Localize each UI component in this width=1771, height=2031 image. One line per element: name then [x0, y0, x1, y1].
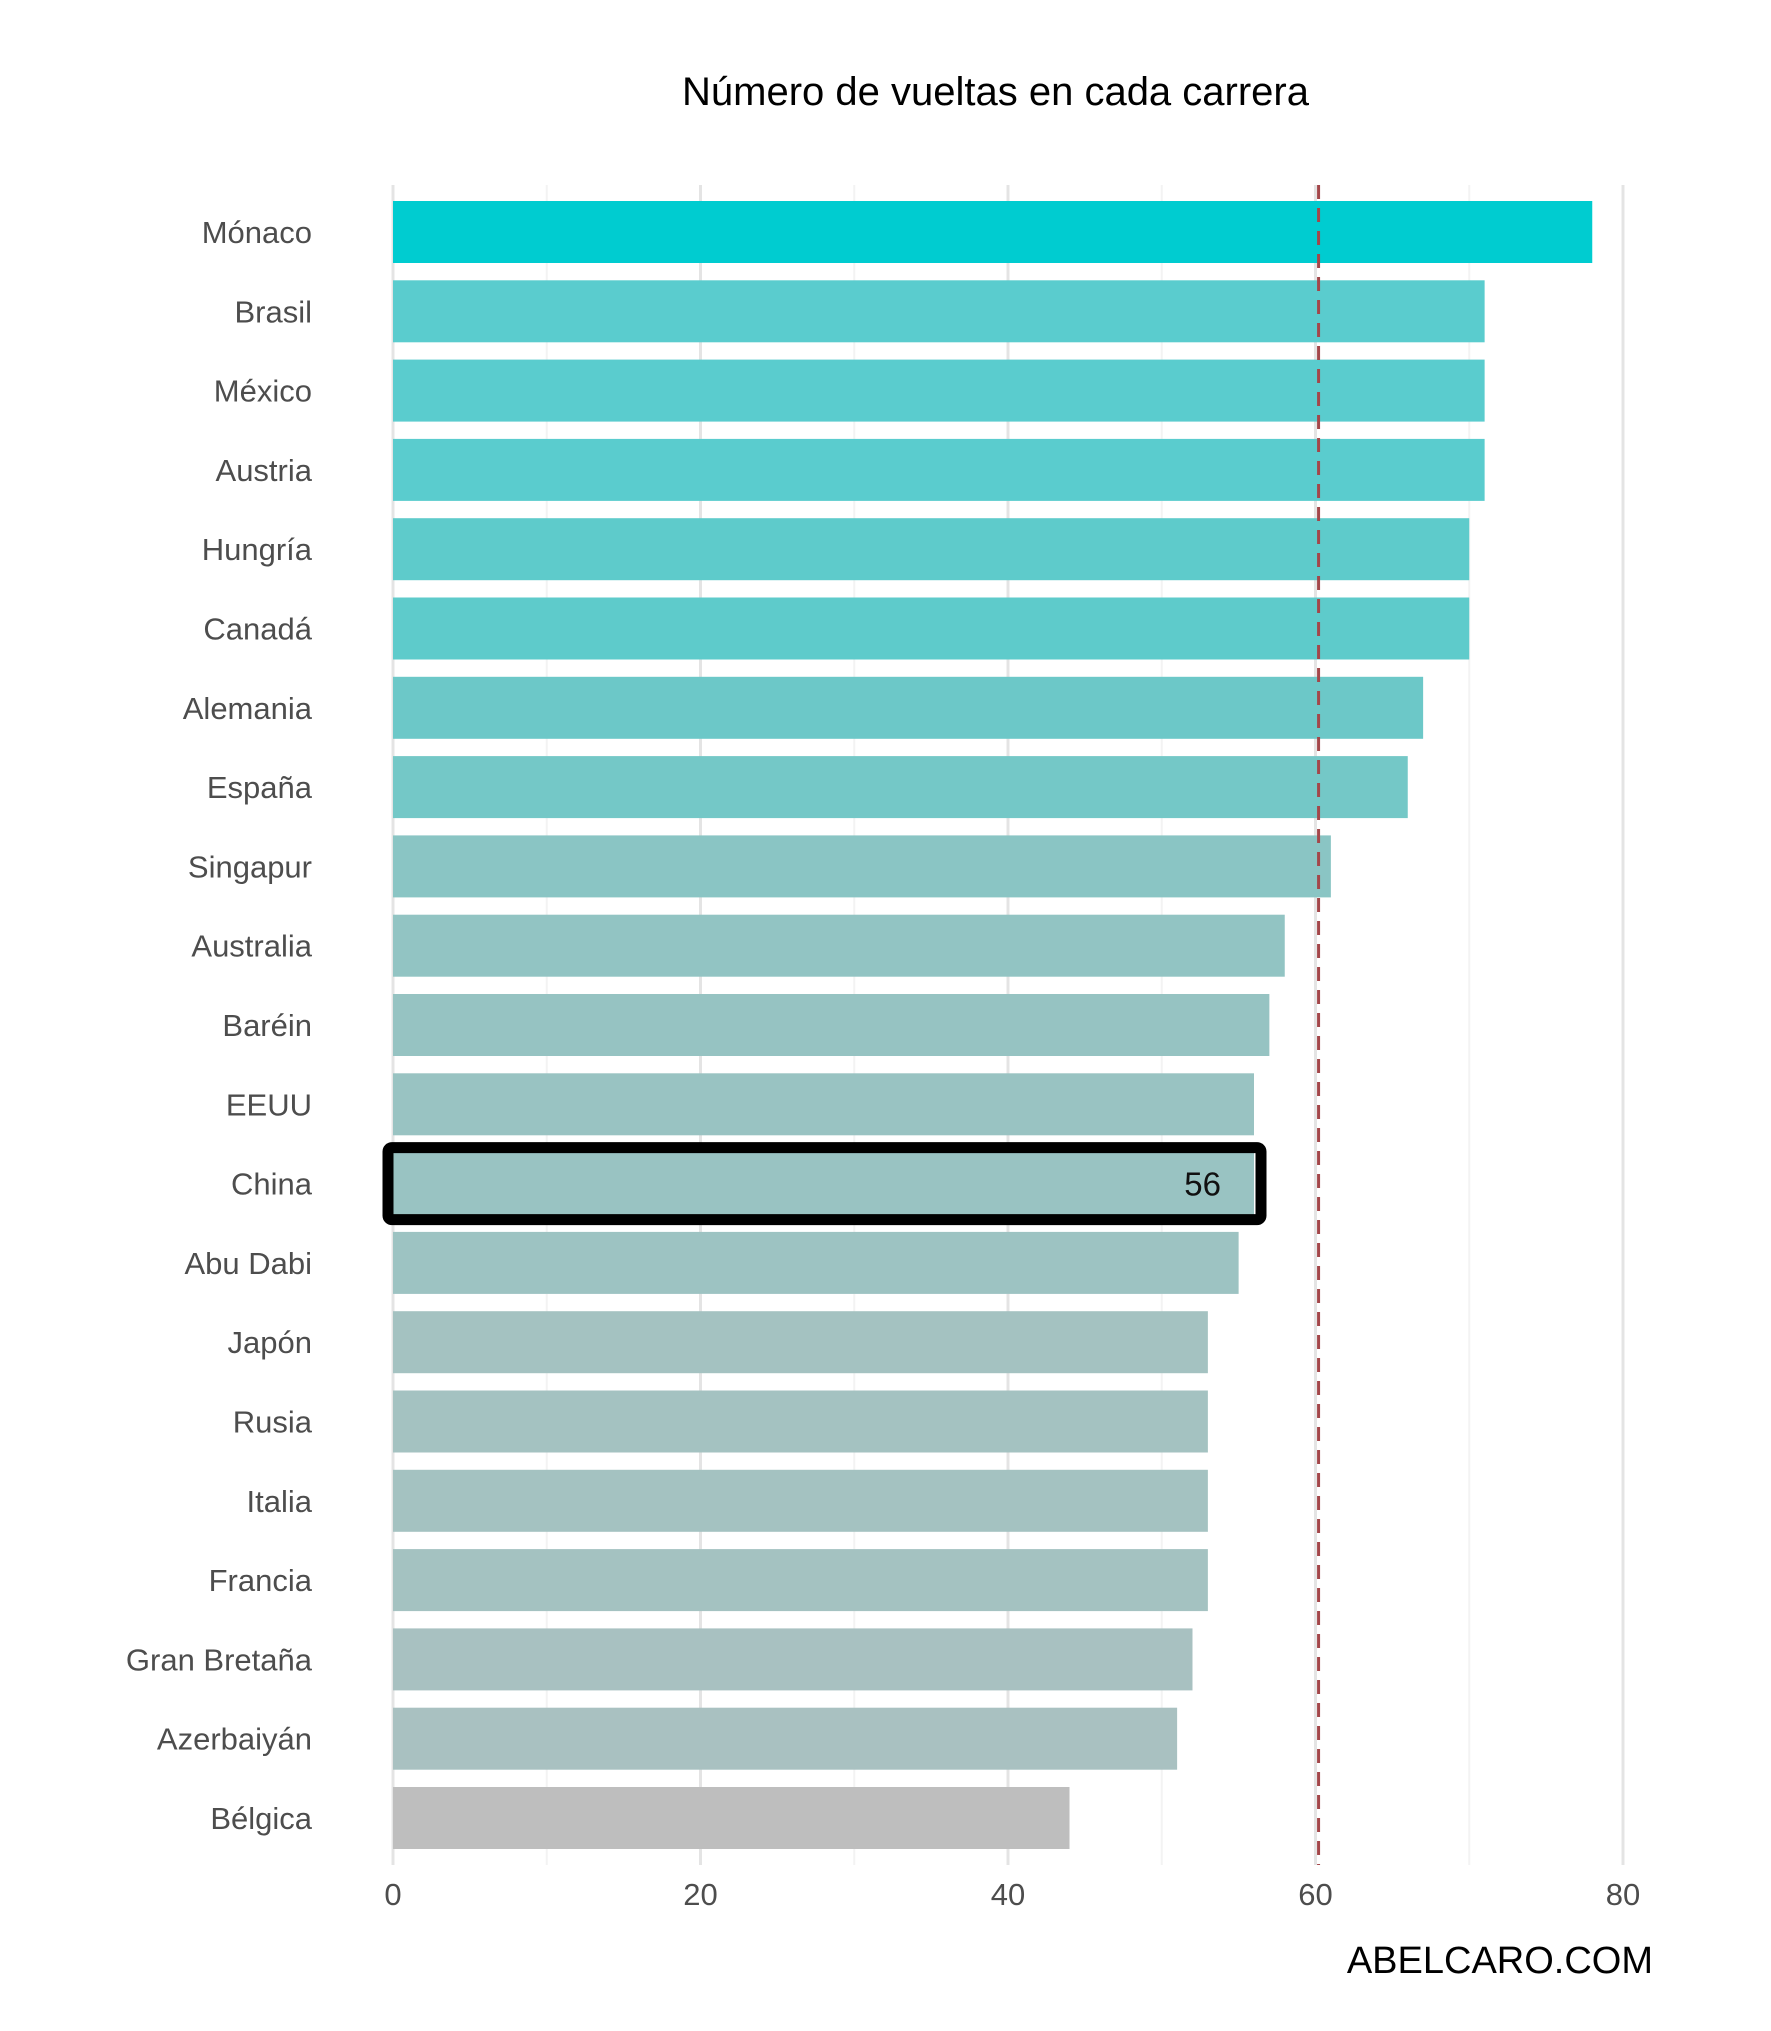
highlight-value-label: 56 [1184, 1166, 1221, 1203]
bar [393, 1628, 1193, 1691]
y-axis-label: Australia [191, 929, 312, 964]
bar [393, 1231, 1239, 1294]
bar [393, 438, 1485, 501]
y-axis-labels: Mónaco Brasil México Austria Hungría Canadá Al… [126, 215, 313, 1836]
y-axis-label: Gran Bretaña [126, 1642, 313, 1677]
bar [393, 1469, 1208, 1532]
bar [393, 1390, 1208, 1453]
highlight-box [382, 1142, 1267, 1226]
bar [393, 1073, 1254, 1136]
x-axis-tick-label: 0 [384, 1877, 401, 1912]
bar [393, 676, 1424, 739]
y-axis-label: Francia [209, 1563, 313, 1598]
x-axis-tick-label: 60 [1298, 1877, 1332, 1912]
bar [393, 1707, 1178, 1770]
y-axis-label: Hungría [202, 532, 313, 567]
bar [393, 914, 1285, 977]
bar [393, 1152, 1254, 1215]
bar [393, 1549, 1208, 1612]
bar [393, 1787, 1070, 1849]
y-axis-label: Mónaco [202, 215, 312, 250]
y-axis-label: Baréin [222, 1008, 312, 1043]
bar [393, 280, 1485, 343]
bar [393, 994, 1270, 1056]
bar [393, 597, 1470, 660]
x-axis-labels: 0 20 40 60 80 [384, 1877, 1640, 1912]
y-axis-label: Brasil [234, 294, 312, 329]
highlight-group: 56 [382, 1142, 1267, 1226]
y-axis-label: Canadá [203, 612, 312, 647]
x-axis-tick-label: 20 [683, 1877, 717, 1912]
y-axis-label: EEUU [226, 1087, 312, 1122]
y-axis-label: Italia [247, 1484, 313, 1519]
bar [393, 518, 1470, 581]
y-axis-label: Bélgica [210, 1801, 312, 1836]
y-axis-label: España [207, 770, 313, 805]
y-axis-label: Abu Dabi [184, 1246, 312, 1281]
bar [393, 756, 1408, 819]
y-axis-label: Japón [228, 1325, 312, 1360]
x-axis-tick-label: 80 [1606, 1877, 1640, 1912]
bar [393, 201, 1593, 263]
bar [393, 359, 1485, 422]
bar [393, 1311, 1208, 1374]
bar [393, 835, 1331, 898]
y-axis-label: Singapur [188, 849, 312, 884]
y-axis-label: Azerbaiyán [157, 1722, 312, 1757]
y-axis-label: Alemania [183, 691, 313, 726]
y-axis-label: Austria [216, 453, 313, 488]
bars [393, 201, 1593, 1849]
y-axis-label: China [231, 1167, 313, 1202]
source-credit: ABELCARO.COM [1346, 1940, 1653, 1982]
x-axis-tick-label: 40 [991, 1877, 1025, 1912]
y-axis-label: Rusia [233, 1405, 313, 1440]
y-axis-label: México [214, 374, 312, 409]
chart-title: Número de vueltas en cada carrera [682, 70, 1309, 114]
